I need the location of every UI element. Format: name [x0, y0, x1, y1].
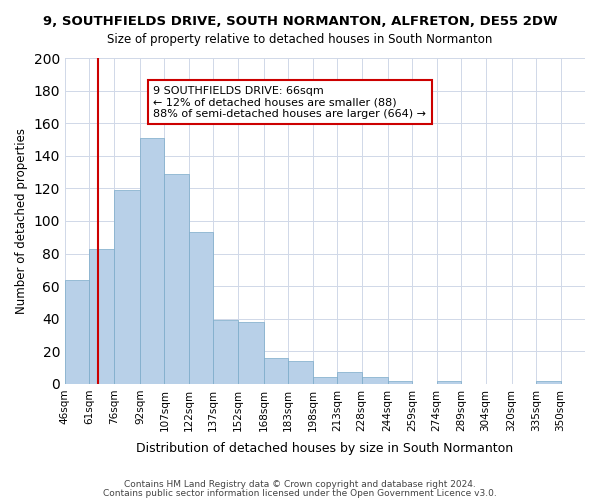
Bar [337, 372, 362, 384]
Bar [114, 190, 140, 384]
Text: 9 SOUTHFIELDS DRIVE: 66sqm
← 12% of detached houses are smaller (88)
88% of semi: 9 SOUTHFIELDS DRIVE: 66sqm ← 12% of deta… [154, 86, 427, 119]
Text: Contains public sector information licensed under the Open Government Licence v3: Contains public sector information licen… [103, 488, 497, 498]
Bar [264, 358, 288, 384]
Bar [313, 378, 337, 384]
Bar [362, 378, 388, 384]
Bar [288, 361, 313, 384]
Bar [388, 380, 412, 384]
Bar [140, 138, 164, 384]
X-axis label: Distribution of detached houses by size in South Normanton: Distribution of detached houses by size … [136, 442, 514, 455]
Text: Size of property relative to detached houses in South Normanton: Size of property relative to detached ho… [107, 32, 493, 46]
Bar [65, 280, 89, 384]
Y-axis label: Number of detached properties: Number of detached properties [15, 128, 28, 314]
Bar [189, 232, 213, 384]
Bar [238, 322, 264, 384]
Bar [536, 380, 560, 384]
Bar [437, 380, 461, 384]
Bar [164, 174, 189, 384]
Text: 9, SOUTHFIELDS DRIVE, SOUTH NORMANTON, ALFRETON, DE55 2DW: 9, SOUTHFIELDS DRIVE, SOUTH NORMANTON, A… [43, 15, 557, 28]
Bar [89, 248, 114, 384]
Text: Contains HM Land Registry data © Crown copyright and database right 2024.: Contains HM Land Registry data © Crown c… [124, 480, 476, 489]
Bar [213, 320, 238, 384]
